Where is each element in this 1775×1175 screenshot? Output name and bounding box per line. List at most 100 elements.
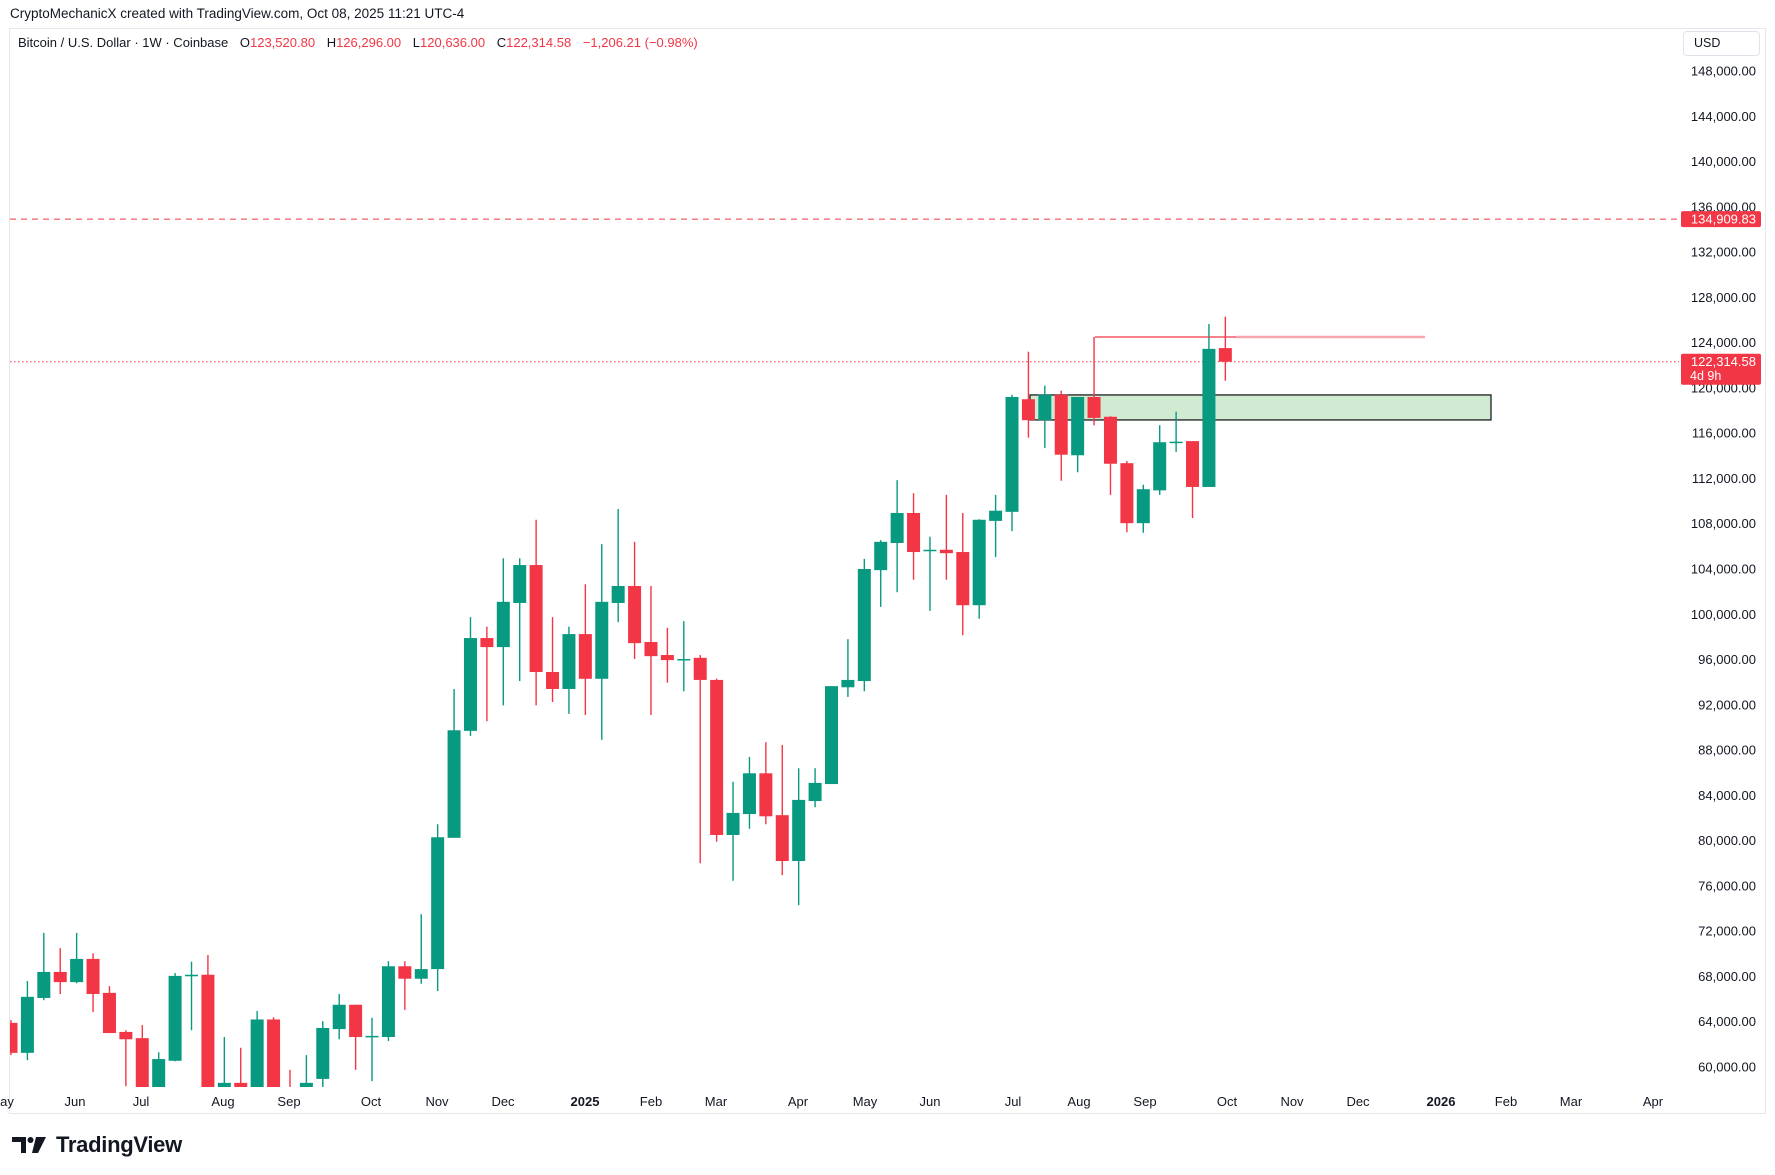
price-tick: 60,000.00 xyxy=(1698,1060,1756,1075)
candle xyxy=(119,1030,133,1087)
bar-countdown-label: 4d 9h xyxy=(1690,369,1721,383)
candle xyxy=(939,494,953,580)
chart-frame[interactable] xyxy=(9,28,1766,1114)
candle xyxy=(611,509,625,623)
candle xyxy=(562,626,576,714)
time-tick: Jul xyxy=(133,1094,150,1109)
candle xyxy=(857,558,871,692)
candle xyxy=(1186,441,1200,519)
candle xyxy=(168,973,182,1062)
time-tick: ay xyxy=(0,1094,14,1109)
high-value: 126,296.00 xyxy=(336,35,402,50)
candle xyxy=(10,1020,18,1056)
price-tick: 132,000.00 xyxy=(1691,245,1756,260)
price-tick: 96,000.00 xyxy=(1698,652,1756,667)
time-tick: May xyxy=(853,1094,878,1109)
demand-zone[interactable] xyxy=(1029,394,1492,421)
candle xyxy=(431,824,445,992)
candle xyxy=(628,541,642,659)
candle xyxy=(1153,425,1167,495)
candle xyxy=(825,686,838,785)
time-tick: Jun xyxy=(920,1094,941,1109)
candle xyxy=(677,621,691,692)
price-tick: 112,000.00 xyxy=(1692,471,1756,486)
candle xyxy=(414,914,428,984)
time-tick: Sep xyxy=(277,1094,300,1109)
candle xyxy=(1038,385,1052,448)
candle xyxy=(1169,411,1183,452)
candle xyxy=(1103,416,1117,495)
candle xyxy=(1054,390,1068,481)
demand-zone-rect[interactable] xyxy=(1029,394,1492,421)
candle xyxy=(332,993,346,1040)
price-axis[interactable]: 148,000.00 144,000.00 140,000.00 136,000.00… xyxy=(1691,64,1756,1075)
time-tick: Nov xyxy=(425,1094,449,1109)
tradingview-logo[interactable]: TradingView xyxy=(12,1132,182,1158)
price-tick: 104,000.00 xyxy=(1691,562,1756,577)
candle xyxy=(644,585,658,716)
candle xyxy=(792,768,806,906)
candle xyxy=(135,1025,149,1087)
candle xyxy=(546,617,560,702)
time-tick: Jun xyxy=(65,1094,86,1109)
time-tick: Nov xyxy=(1280,1094,1304,1109)
last-price-label-bg xyxy=(1681,353,1761,385)
price-tick: 116,000.00 xyxy=(1692,426,1756,441)
candle xyxy=(1120,460,1134,533)
candle xyxy=(874,540,888,607)
last-price-label: 122,314.58 xyxy=(1691,354,1756,369)
time-tick: Aug xyxy=(1067,1094,1090,1109)
candle xyxy=(20,980,34,1061)
candle xyxy=(234,1047,248,1087)
candle xyxy=(316,1021,330,1087)
candle xyxy=(578,584,592,716)
candle xyxy=(1136,484,1150,533)
currency-button[interactable]: USD xyxy=(1683,31,1760,56)
price-levels xyxy=(10,218,1679,363)
candle xyxy=(907,493,921,580)
candle xyxy=(496,558,510,706)
price-tick: 72,000.00 xyxy=(1698,924,1756,939)
candle xyxy=(102,986,116,1034)
candle xyxy=(349,1004,363,1070)
price-tick: 144,000.00 xyxy=(1691,109,1756,124)
candle xyxy=(152,1052,166,1087)
price-tick: 64,000.00 xyxy=(1698,1014,1756,1029)
candle xyxy=(447,688,461,838)
time-tick: Aug xyxy=(211,1094,234,1109)
candle xyxy=(513,558,527,682)
symbol-title[interactable]: Bitcoin / U.S. Dollar · 1W · Coinbase xyxy=(18,35,229,50)
candle xyxy=(595,544,609,740)
candle xyxy=(1071,396,1085,473)
price-tick: 100,000.00 xyxy=(1691,607,1756,622)
tradingview-logo-text: TradingView xyxy=(56,1132,182,1157)
candle xyxy=(1202,323,1216,487)
candle xyxy=(53,948,67,994)
time-tick: 2026 xyxy=(1427,1094,1456,1109)
time-axis[interactable]: ay Jun Jul Aug Sep Oct Nov Dec 2025 Feb Mar Apr May J… xyxy=(0,1094,1664,1109)
time-tick: Dec xyxy=(491,1094,515,1109)
price-tick: 136,000.00 xyxy=(1691,199,1756,214)
change-value: −1,206.21 (−0.98%) xyxy=(582,35,698,50)
candle xyxy=(70,932,84,984)
time-tick: Oct xyxy=(1217,1094,1238,1109)
candle xyxy=(972,519,986,619)
chart-credit: CryptoMechanicX created with TradingView… xyxy=(10,6,465,21)
price-tick: 84,000.00 xyxy=(1698,788,1756,803)
time-tick: Mar xyxy=(1560,1094,1583,1109)
open-value: 123,520.80 xyxy=(249,35,316,50)
candle xyxy=(381,961,395,1041)
price-tick: 128,000.00 xyxy=(1691,290,1756,305)
close-value: 122,314.58 xyxy=(506,35,572,50)
candles xyxy=(10,316,1232,1087)
candle xyxy=(267,1017,281,1087)
candle xyxy=(1021,351,1035,438)
price-tick: 108,000.00 xyxy=(1691,516,1756,531)
candle xyxy=(463,617,477,736)
candle xyxy=(299,1055,313,1087)
candle xyxy=(660,627,674,683)
candle xyxy=(1087,336,1101,426)
candle xyxy=(759,742,773,825)
tradingview-logo-icon xyxy=(12,1137,46,1153)
